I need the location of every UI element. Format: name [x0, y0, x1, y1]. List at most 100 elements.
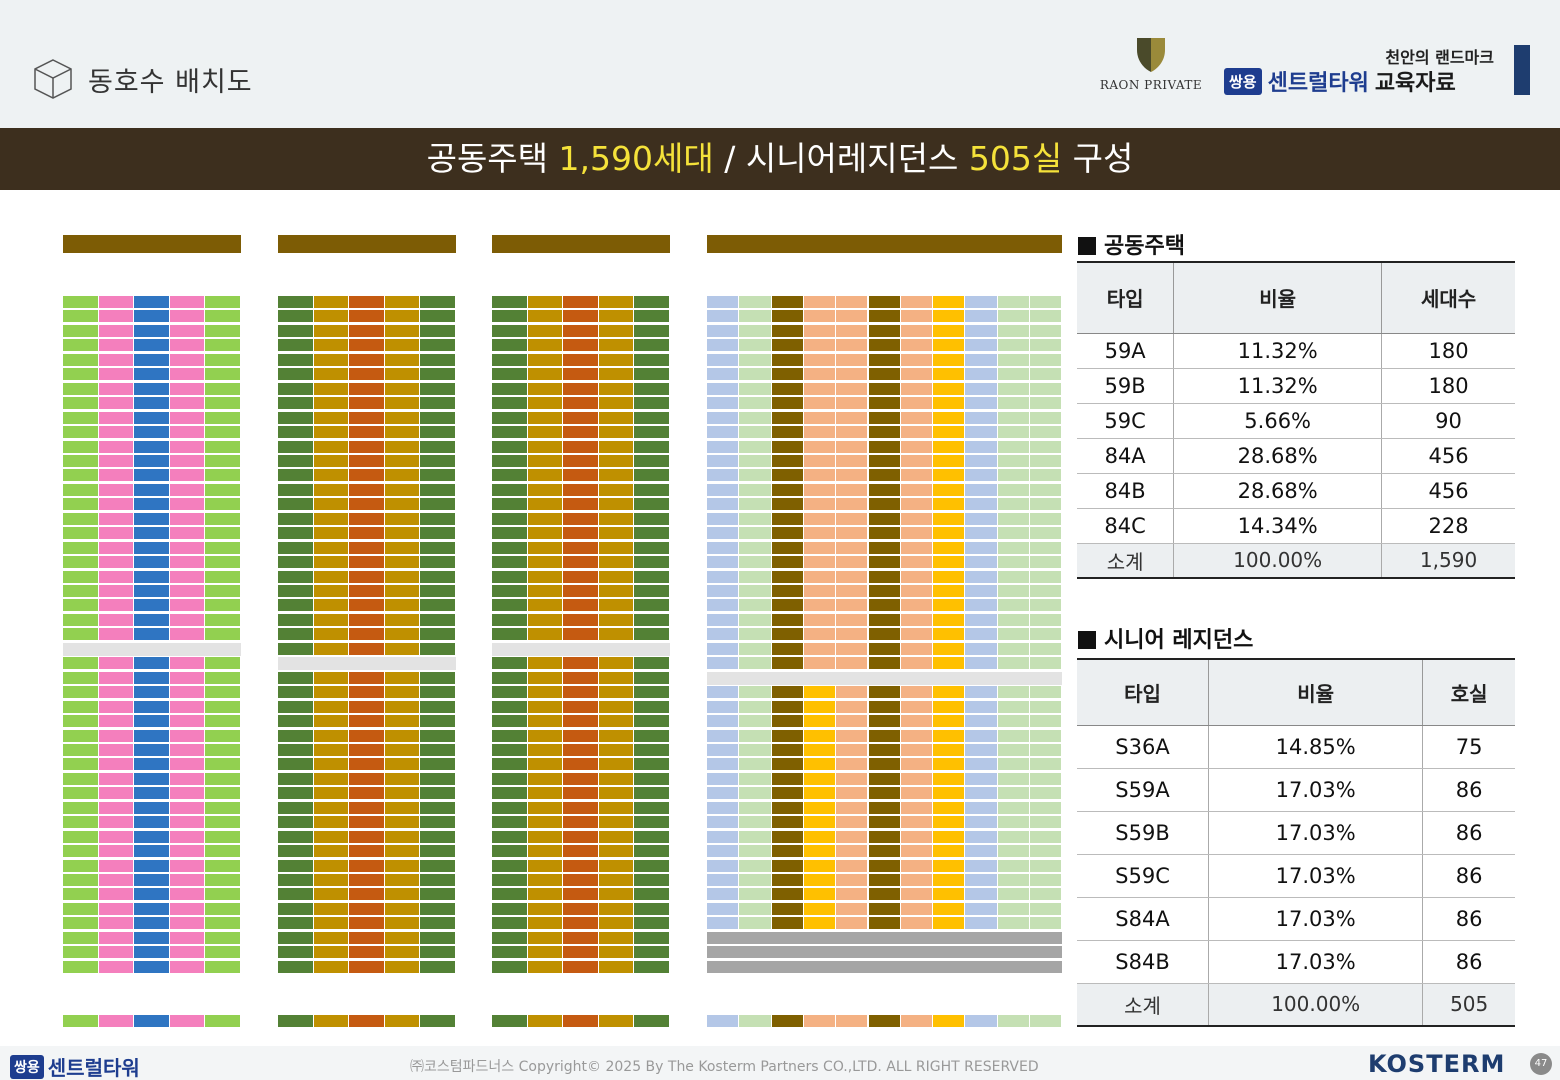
unit-cell	[868, 888, 901, 902]
unit-cell	[965, 541, 998, 555]
unit-cell	[134, 758, 170, 772]
unit-cell	[278, 527, 314, 541]
unit-cell	[1030, 686, 1063, 700]
unit-cell	[63, 743, 99, 757]
unit-cell	[803, 382, 837, 396]
unit-cell	[313, 686, 350, 700]
unit-cell	[169, 859, 206, 873]
unit-cell	[169, 845, 206, 859]
type-legend-cell	[771, 1015, 804, 1028]
unit-cell	[997, 570, 1030, 584]
edu-material-label: 교육자료	[1374, 71, 1456, 96]
unit-cell	[134, 700, 170, 714]
floor-label	[33, 946, 57, 959]
unit-cell	[134, 874, 170, 887]
unit-cell	[634, 657, 670, 671]
amenity-band	[707, 671, 1063, 685]
unit-cell	[98, 397, 135, 411]
unit-cell	[349, 541, 385, 555]
floor-label	[677, 614, 701, 627]
floor-label	[248, 701, 272, 714]
unit-cell	[707, 743, 740, 757]
floor-label	[462, 354, 486, 367]
unit-cell	[205, 931, 241, 945]
unit-cell	[634, 440, 670, 454]
unit-cell	[313, 628, 350, 642]
col-header-count: 세대수	[1381, 261, 1515, 334]
unit-cell	[563, 960, 599, 974]
unit-cell	[563, 296, 599, 309]
unit-cell	[1030, 541, 1063, 555]
unit-cell	[349, 946, 385, 960]
unit-cell	[98, 527, 135, 541]
unit-cell	[384, 397, 421, 411]
unit-cell	[420, 411, 456, 425]
floor-label	[677, 816, 701, 829]
unit-cell	[933, 469, 966, 483]
unit-cell	[384, 556, 421, 570]
unit-cell	[527, 888, 564, 902]
unit-cell	[965, 324, 998, 338]
type-legend-cell	[634, 1015, 670, 1028]
unit-cell	[349, 642, 385, 656]
unit-cell	[900, 845, 934, 859]
unit-cell	[634, 917, 670, 931]
type-legend-cell	[900, 1015, 934, 1028]
unit-cell	[965, 368, 998, 382]
unit-cell	[278, 454, 314, 468]
unit-cell	[563, 585, 599, 598]
unit-cell	[1030, 483, 1063, 497]
unit-cell	[868, 772, 901, 786]
unit-cell	[205, 454, 241, 468]
table-row: S84B 17.03% 86	[1077, 940, 1515, 984]
unit-cell	[965, 585, 998, 598]
unit-cell	[868, 686, 901, 700]
unit-cell	[313, 931, 350, 945]
unit-cell	[278, 339, 314, 353]
unit-cell	[739, 324, 772, 338]
unit-cell	[933, 874, 966, 887]
unit-cell	[803, 715, 837, 729]
unit-cell	[349, 830, 385, 844]
unit-cell	[313, 556, 350, 570]
unit-cell	[836, 324, 869, 338]
unit-cell	[634, 787, 670, 801]
floor-label	[677, 773, 701, 786]
unit-cell	[634, 368, 670, 382]
cell-type: 84A	[1077, 438, 1175, 474]
unit-cell	[169, 960, 206, 974]
building-header	[63, 235, 241, 253]
unit-cell	[868, 729, 901, 743]
unit-cell	[384, 454, 421, 468]
unit-cell	[771, 310, 804, 324]
unit-cell	[527, 339, 564, 353]
unit-cell	[205, 397, 241, 411]
unit-cell	[1030, 527, 1063, 541]
unit-cell	[527, 556, 564, 570]
floor-label	[677, 296, 701, 309]
unit-cell	[900, 743, 934, 757]
unit-cell	[771, 787, 804, 801]
unit-cell	[634, 902, 670, 916]
unit-cell	[965, 801, 998, 815]
unit-cell	[803, 483, 837, 497]
unit-cell	[598, 729, 635, 743]
unit-cell	[598, 816, 635, 830]
unit-cell	[868, 816, 901, 830]
unit-cell	[707, 397, 740, 411]
floor-label	[33, 628, 57, 641]
unit-cell	[527, 324, 564, 338]
unit-cell	[205, 830, 241, 844]
unit-cell	[771, 888, 804, 902]
unit-cell	[169, 570, 206, 584]
unit-cell	[634, 816, 670, 830]
unit-cell	[313, 512, 350, 526]
unit-cell	[598, 310, 635, 324]
unit-cell	[836, 816, 869, 830]
floor-label	[462, 542, 486, 555]
unit-cell	[997, 353, 1030, 367]
unit-cell	[313, 801, 350, 815]
unit-cell	[634, 743, 670, 757]
unit-cell	[803, 498, 837, 512]
unit-cell	[965, 599, 998, 613]
